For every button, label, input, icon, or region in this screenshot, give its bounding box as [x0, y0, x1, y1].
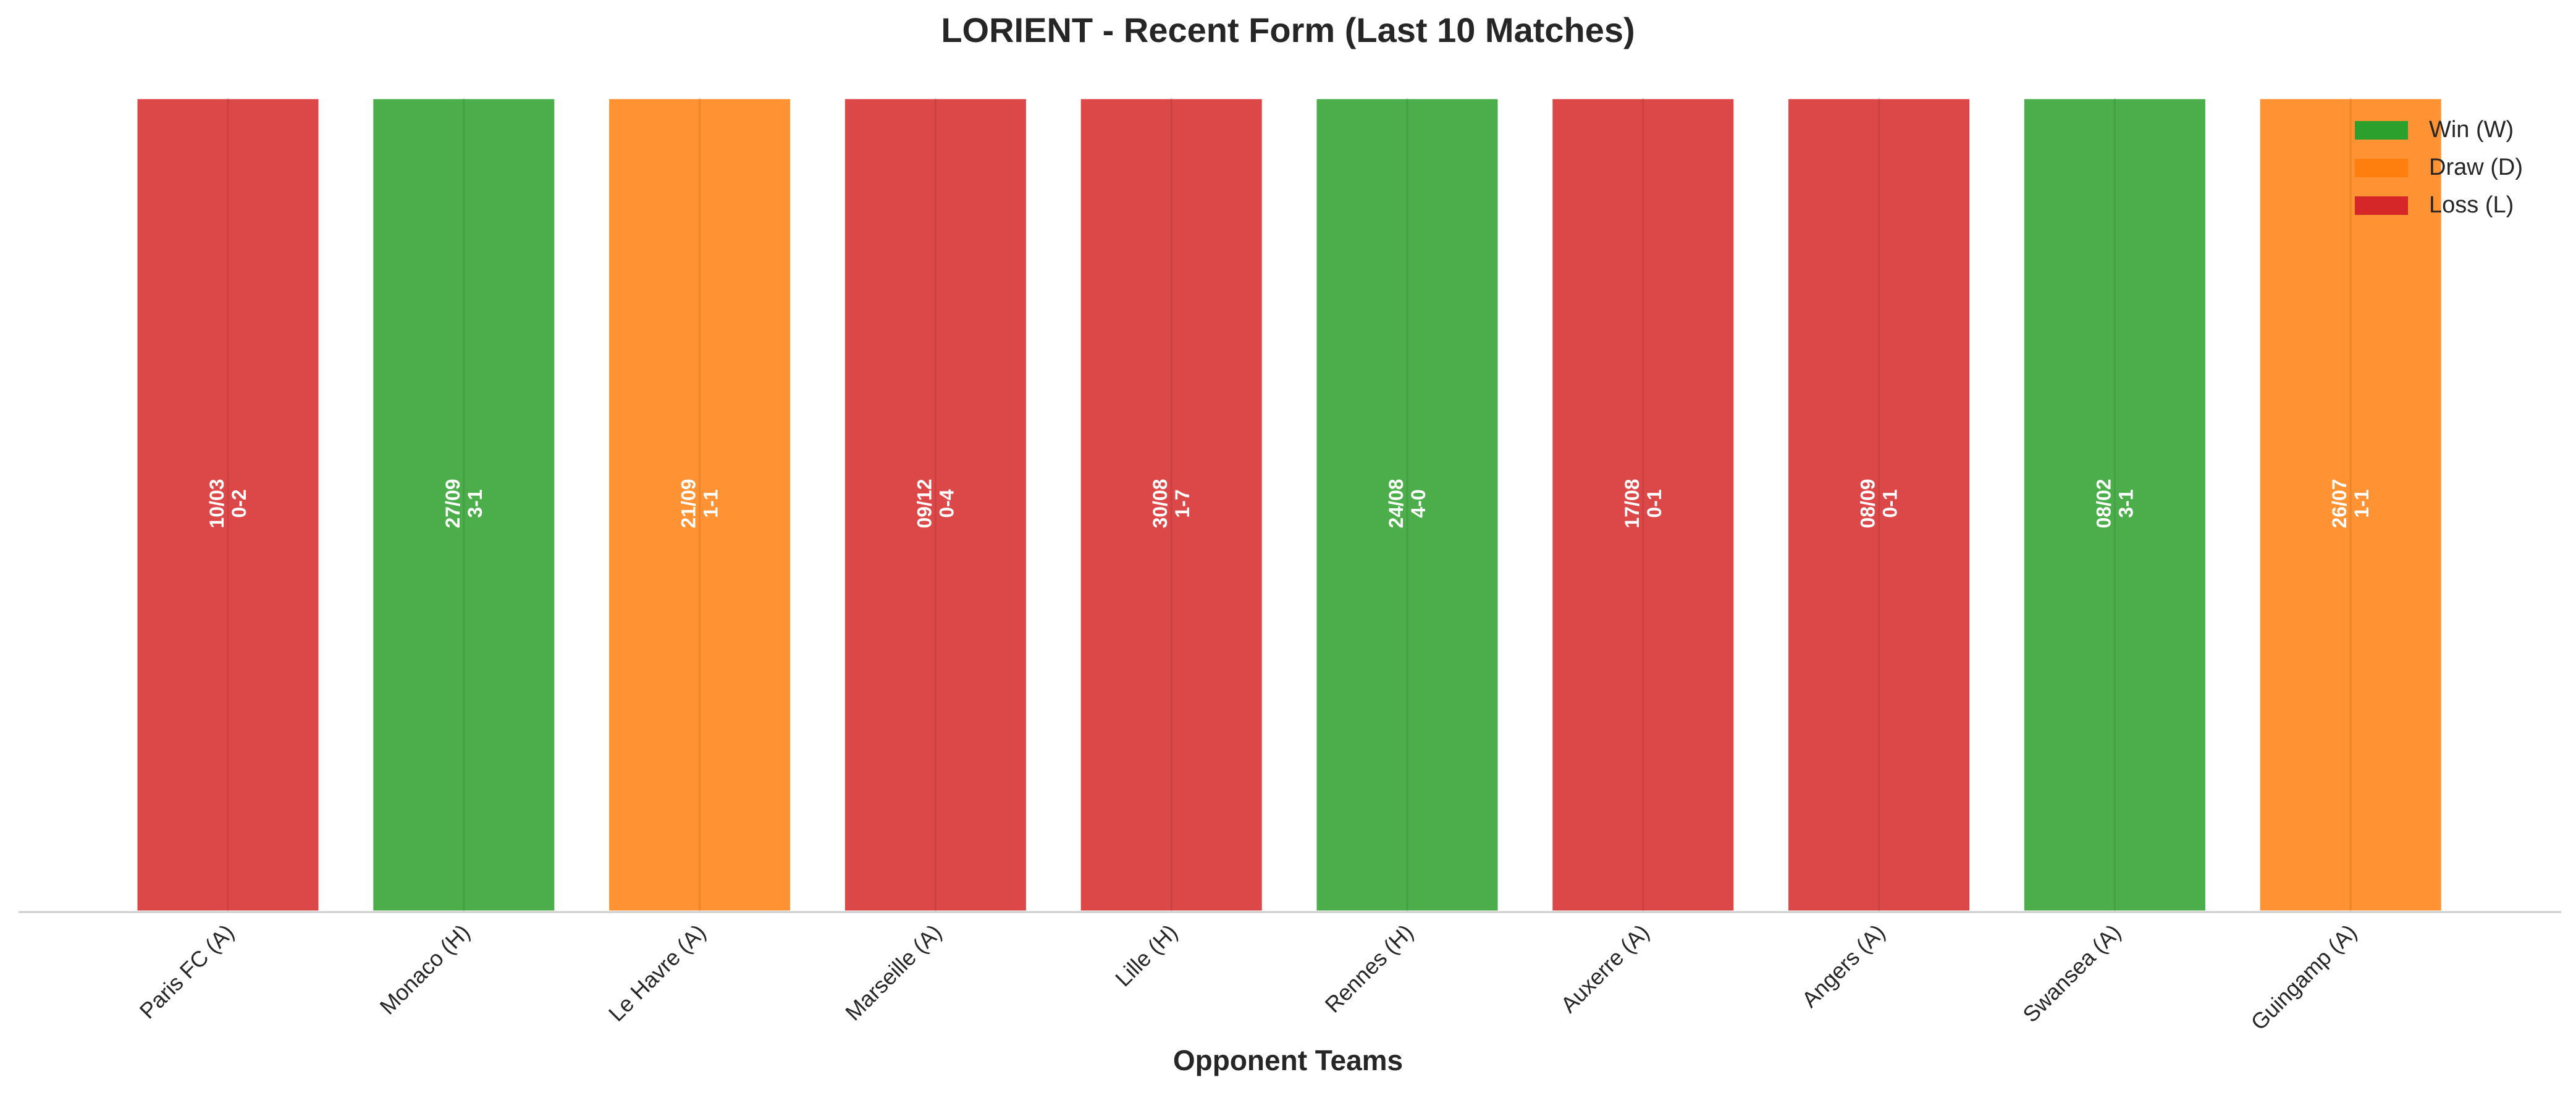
bar-data-label: 26/071-1 [2328, 479, 2373, 528]
bars-layer [134, 96, 2444, 914]
x-axis-label: Opponent Teams [1172, 1044, 1404, 1076]
bar-data-label: 30/081-7 [1149, 479, 1193, 528]
legend-label-win: Win (W) [2429, 117, 2514, 143]
bar [1785, 96, 1973, 914]
legend-item-loss: Loss (L) [2355, 186, 2523, 224]
x-tick-label: Angers (A) [1797, 919, 1890, 1013]
bar [134, 96, 322, 914]
x-tick-label: Marseille (A) [840, 919, 946, 1026]
bar-data-label: 09/120-4 [913, 479, 958, 528]
x-tick-labels: Paris FC (A) Monaco (H) Le Havre (A) Marsei… [135, 919, 2362, 1035]
bar-data-label: 21/091-1 [678, 479, 722, 528]
legend-swatch-loss [2355, 196, 2408, 215]
x-tick-label: Paris FC (A) [135, 919, 239, 1024]
legend-item-draw: Draw (D) [2355, 149, 2523, 186]
bar-data-label: 24/084-0 [1385, 479, 1429, 528]
bar [606, 96, 794, 914]
legend: Win (W) Draw (D) Loss (L) [2355, 111, 2523, 224]
bar-data-label: 08/023-1 [2092, 479, 2137, 528]
legend-swatch-win [2355, 120, 2408, 140]
bar-data-label: 10/030-2 [206, 479, 250, 528]
x-tick-label: Swansea (A) [2018, 919, 2126, 1028]
x-tick-label: Guingamp (A) [2246, 919, 2361, 1035]
legend-item-win: Win (W) [2355, 111, 2523, 149]
bar [1077, 96, 1265, 914]
x-tick-label: Rennes (H) [1320, 919, 1418, 1018]
bar [2257, 96, 2444, 914]
chart-title: LORIENT - Recent Form (Last 10 Matches) [941, 10, 1635, 49]
legend-swatch-draw [2355, 158, 2408, 177]
x-tick-label: Auxerre (A) [1555, 919, 1654, 1018]
legend-label-loss: Loss (L) [2429, 192, 2514, 218]
x-tick-label: Le Havre (A) [604, 919, 710, 1026]
x-tick-label: Monaco (H) [374, 919, 474, 1020]
bar-data-label: 08/090-1 [1857, 479, 1901, 528]
legend-label-draw: Draw (D) [2429, 154, 2523, 180]
bar-data-label: 27/093-1 [442, 479, 486, 528]
labels-layer: 10/030-2 27/093-1 21/091-1 09/120-4 30/081-7… [206, 479, 2373, 528]
bar [1549, 96, 1737, 914]
bar-data-label: 17/080-1 [1621, 479, 1665, 528]
bar [2021, 96, 2208, 914]
bar [1313, 96, 1501, 914]
x-tick-label: Lille (H) [1110, 919, 1182, 992]
bar [841, 96, 1029, 914]
